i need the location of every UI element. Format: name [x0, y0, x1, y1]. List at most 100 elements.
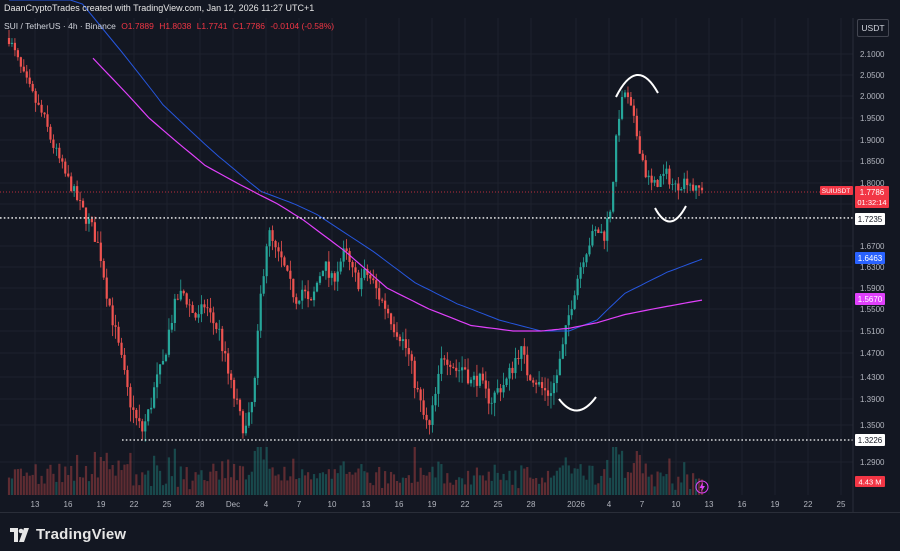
price-chart[interactable]: 2.1000 2.0500 2.0000 1.9500 1.9000 1.8500 1.80…: [0, 0, 900, 512]
price-tag-value: 1.5670: [858, 295, 883, 304]
candle-body: [351, 261, 354, 268]
candle-body: [241, 411, 245, 434]
volume-bar: [585, 479, 588, 495]
volume-bar: [638, 454, 641, 495]
candles: [7, 29, 704, 442]
volume-bar: [653, 486, 656, 495]
price-axis-label: 1.6700: [860, 242, 885, 251]
volume-bar: [227, 459, 230, 495]
candle-body: [422, 400, 425, 415]
candle-body: [221, 328, 224, 352]
candle-body: [617, 118, 621, 136]
time-axis[interactable]: 13 16 19 22 25 28 Dec 4 7 10 13 16 19 22 25 28 2026 4 7 10 1…: [31, 500, 846, 509]
volume-bar: [138, 485, 141, 495]
volume-bar: [546, 470, 550, 495]
candle-body: [526, 354, 529, 376]
candle-body: [312, 291, 316, 301]
candle-body: [532, 380, 535, 383]
last-price-value: 1.7786: [860, 188, 885, 197]
candle-body: [99, 242, 102, 262]
volume-bar: [333, 469, 336, 495]
candle-body: [67, 173, 70, 177]
candle-body: [434, 393, 437, 406]
volume-bar: [656, 471, 659, 495]
volume-bar: [43, 483, 46, 495]
candle-body: [108, 298, 111, 306]
volume-bar: [28, 475, 31, 495]
volume-bar: [461, 478, 464, 495]
candle-body: [262, 276, 265, 294]
price-axis[interactable]: 2.1000 2.0500 2.0000 1.9500 1.9000 1.8500 1.80…: [860, 50, 885, 467]
candle-body: [179, 290, 182, 300]
arc-annotation-top[interactable]: [615, 74, 659, 98]
volume-bar: [523, 468, 526, 495]
volume-bar: [472, 475, 476, 495]
candle-body: [304, 289, 307, 292]
arc-annotation-mid[interactable]: [654, 205, 687, 223]
candle-body: [114, 325, 117, 327]
time-axis-label: 25: [837, 500, 846, 509]
volume-bar: [52, 473, 55, 495]
price-axis-label: 2.1000: [860, 50, 885, 59]
volume-bar: [635, 451, 638, 495]
volume-bar: [650, 474, 653, 495]
candle-body: [392, 324, 396, 333]
volume-bar: [617, 454, 621, 495]
volume-bar: [19, 468, 22, 495]
volume-bar: [70, 465, 73, 495]
volume-bar: [452, 484, 455, 495]
candle-body: [502, 384, 505, 393]
time-axis-label: 7: [640, 500, 645, 509]
candle-body: [543, 388, 547, 391]
volume-bar: [40, 475, 43, 495]
candle-body: [564, 325, 567, 345]
time-axis-label: 25: [494, 500, 503, 509]
candle-body: [366, 268, 369, 275]
volume-bar: [120, 470, 123, 495]
candle-body: [407, 348, 410, 355]
candle-body: [378, 288, 381, 300]
currency-unit-button[interactable]: USDT: [857, 19, 889, 37]
volume-bar: [265, 447, 268, 495]
tradingview-logo[interactable]: TradingView: [10, 526, 126, 543]
candle-body: [25, 71, 28, 78]
candle-body: [455, 367, 458, 371]
candle-body: [52, 139, 55, 148]
volume-bar: [455, 479, 458, 495]
candle-body: [641, 153, 644, 161]
candle-body: [200, 304, 203, 315]
volume-bar: [230, 477, 233, 495]
volume-bar: [697, 478, 701, 495]
candle-body: [603, 231, 606, 241]
candle-body: [49, 126, 52, 140]
symbol-name[interactable]: SUI / TetherUS · 4h · Binance: [4, 21, 116, 31]
lightning-icon[interactable]: [695, 480, 709, 494]
candle-body: [576, 278, 579, 296]
price-axis-label: 1.6300: [860, 263, 885, 272]
volume-bar: [117, 460, 120, 495]
candle-body: [19, 57, 22, 67]
volume-bar: [67, 475, 70, 495]
candle-body: [546, 390, 550, 396]
volume-bar: [659, 472, 662, 495]
volume-bar: [686, 474, 689, 495]
candle-body: [650, 175, 653, 183]
volume-bar: [458, 477, 461, 495]
candle-body: [674, 183, 677, 185]
time-axis-label: 19: [97, 500, 106, 509]
candle-body: [161, 360, 165, 365]
volume-bar: [247, 474, 250, 495]
price-tag: [855, 213, 885, 225]
price-axis-label: 1.8500: [860, 157, 885, 166]
candle-body: [689, 184, 692, 186]
arc-annotation-bottom[interactable]: [558, 396, 597, 412]
volume-bar: [304, 475, 307, 495]
volume-bar: [345, 473, 348, 495]
volume-bar: [179, 466, 182, 495]
candle-body: [428, 420, 431, 425]
candle-body: [153, 387, 156, 408]
volume-bar: [603, 469, 606, 495]
candle-body: [126, 370, 129, 388]
volume-bar: [13, 469, 17, 495]
candle-body: [224, 351, 227, 354]
